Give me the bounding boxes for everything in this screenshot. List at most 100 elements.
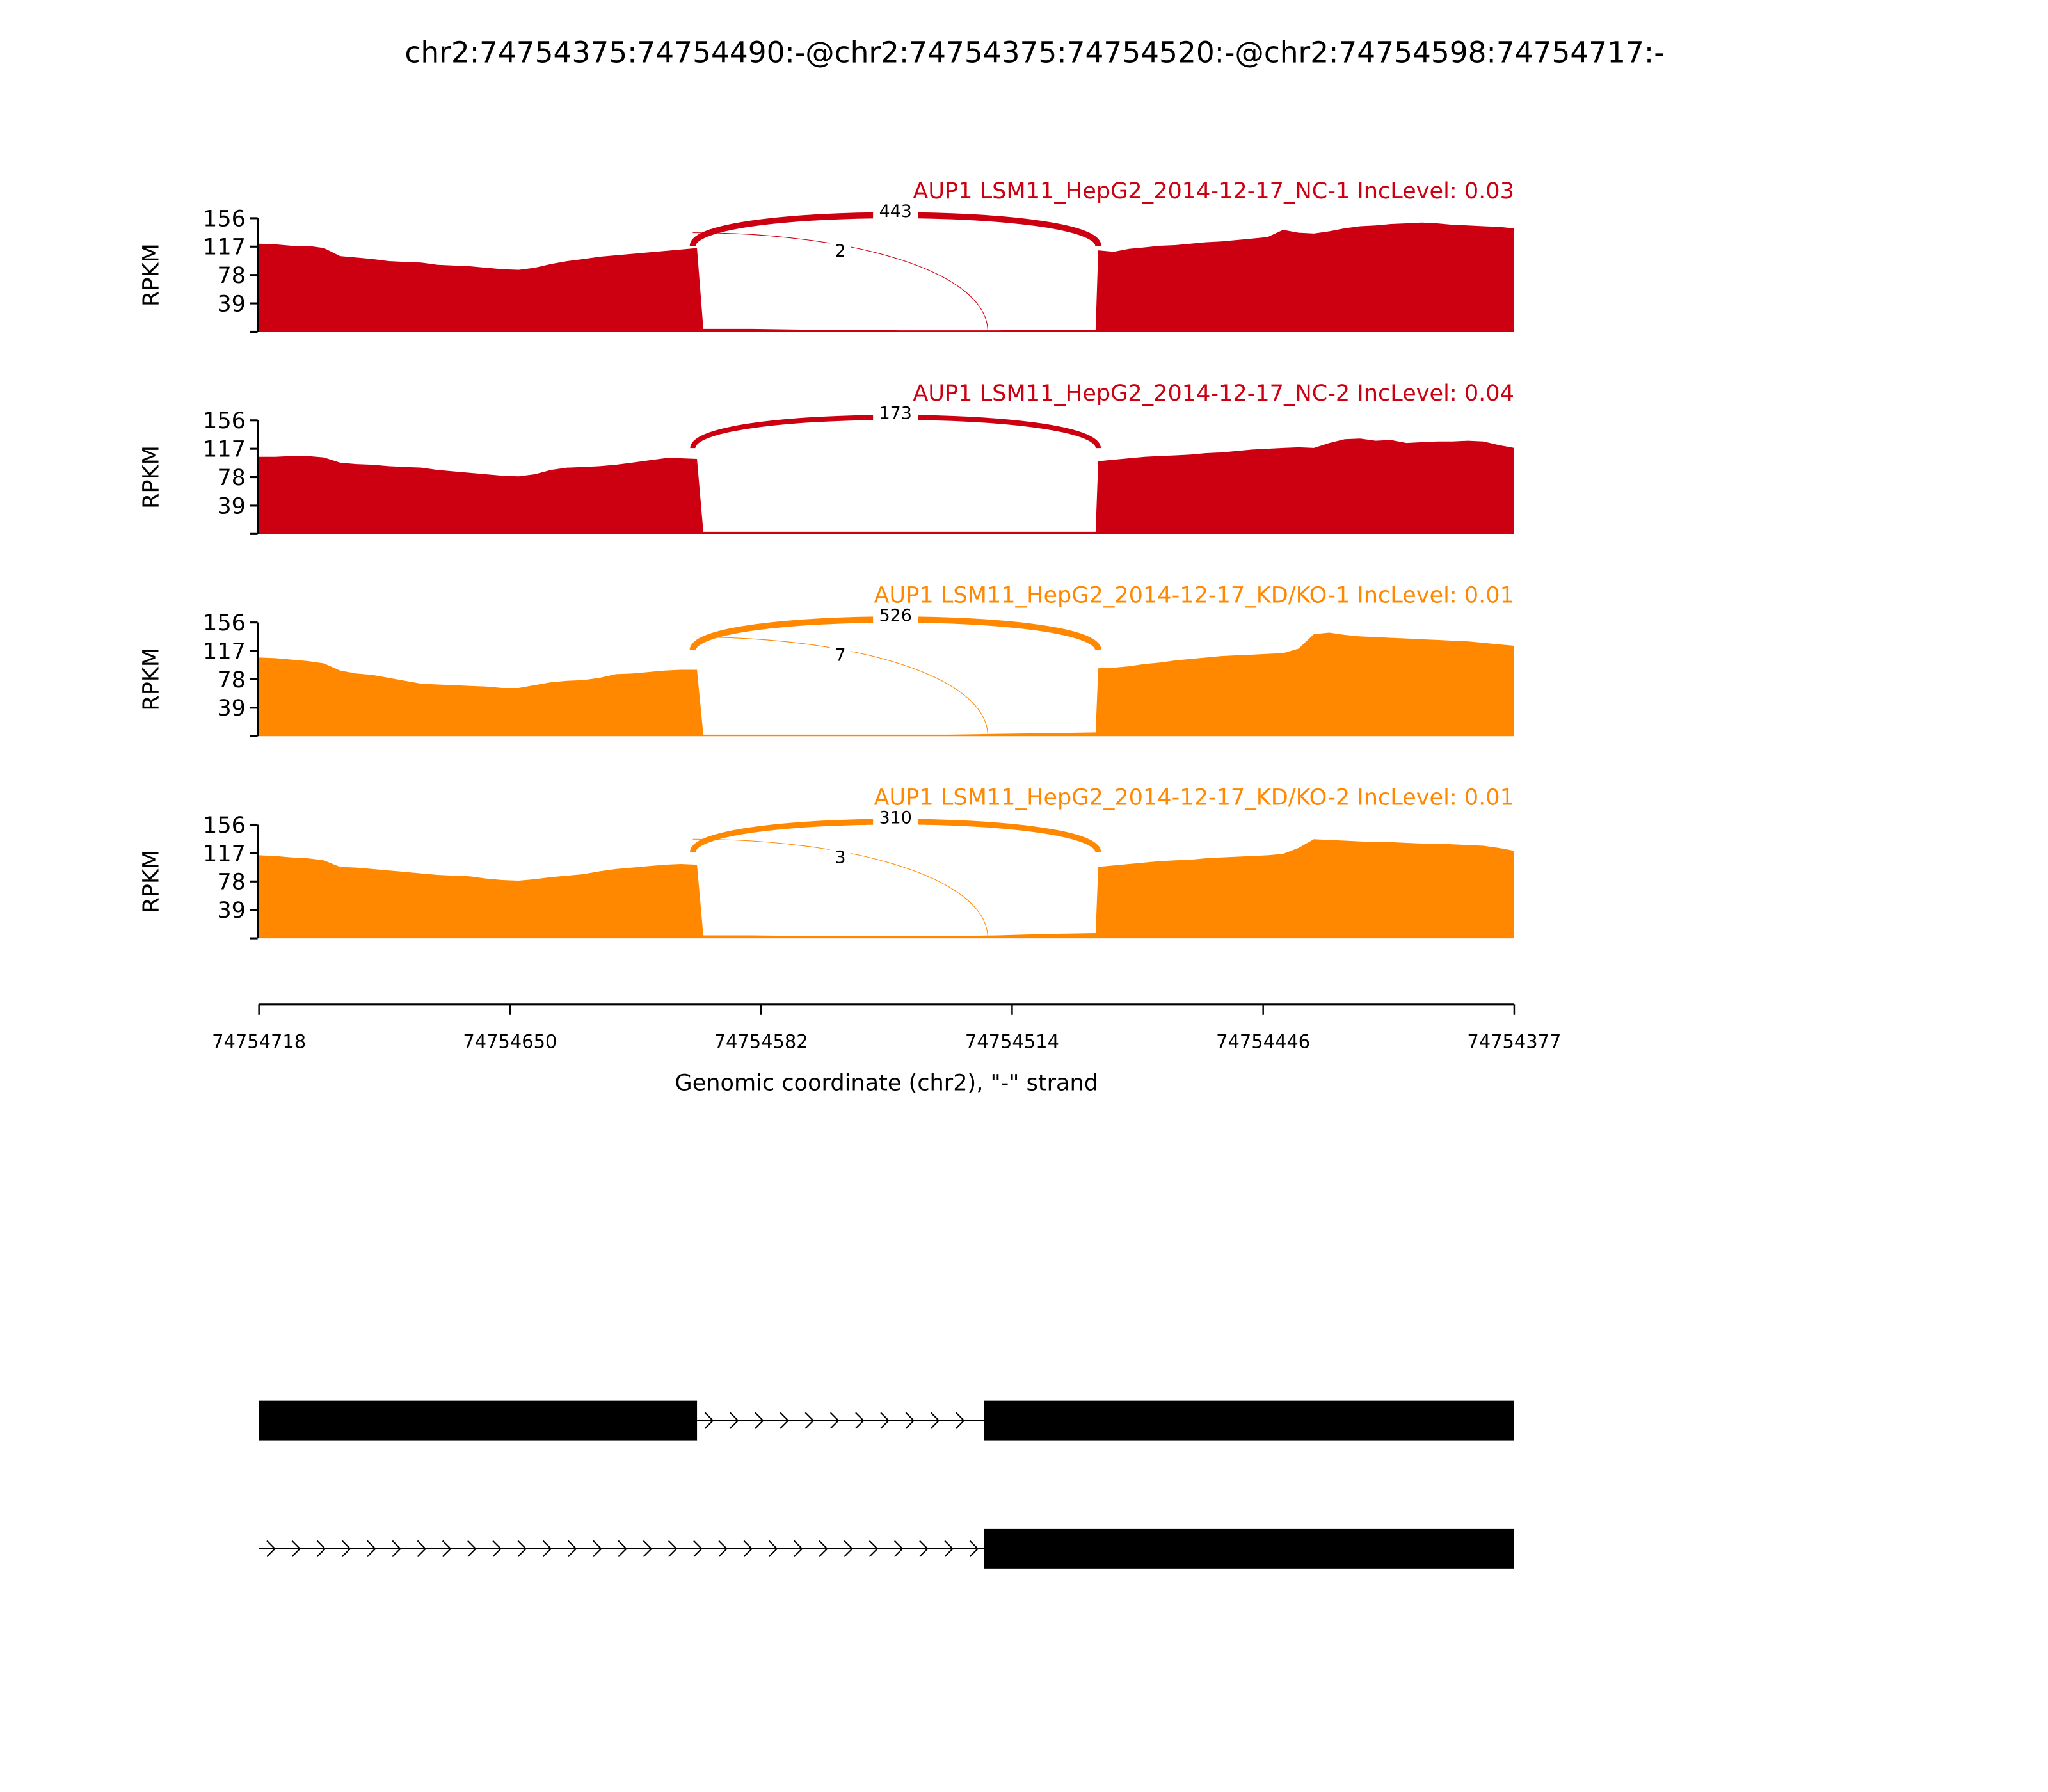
y-tick-label: 39 [217,291,246,317]
exon-block [259,1400,698,1441]
strand-arrow-icon [517,1540,527,1557]
junction-arc [692,636,988,737]
panel-title: AUP1 LSM11_HepG2_2014-12-17_KD/KO-1 IncL… [874,582,1514,609]
strand-arrow-icon [316,1540,326,1557]
junction-count: 7 [835,646,845,666]
y-tick-label: 39 [217,493,246,519]
panel-title: AUP1 LSM11_HepG2_2014-12-17_NC-1 IncLeve… [913,178,1514,204]
junction-label-bg [829,642,851,664]
strand-arrow-icon [704,1412,714,1429]
gene-model-2 [259,1528,1514,1569]
y-tick-label: 156 [203,812,246,838]
junction-arc [692,838,988,939]
y-axis-label: RPKM [138,648,164,711]
y-tick-label: 78 [217,667,246,693]
gene-models [259,1400,1514,1569]
strand-arrow-icon [693,1540,703,1557]
junction-label-bg [829,844,851,866]
strand-arrow-icon [392,1540,402,1557]
junction-label-bg [873,806,918,826]
strand-arrow-icon [780,1412,789,1429]
y-tick-label: 117 [203,436,246,463]
strand-arrow-icon [794,1540,803,1557]
junction-arc [692,232,988,332]
coverage-area [259,438,1514,534]
strand-arrow-icon [755,1412,764,1429]
x-tick-label: 74754650 [463,1030,557,1052]
coverage-area [259,839,1514,939]
strand-arrow-icon [955,1412,965,1429]
strand-arrow-icon [542,1540,552,1557]
x-axis: 74754718 74754650 74754582 74754514 74754446… [212,1003,1561,1052]
y-axis-label: RPKM [138,445,164,509]
strand-arrow-icon [417,1540,427,1557]
strand-arrow-icon [718,1540,728,1557]
x-tick-label: 74754582 [714,1030,808,1052]
strand-arrow-icon [467,1540,477,1557]
gene-model-1 [259,1400,1514,1441]
x-tick-label: 74754718 [212,1030,306,1052]
strand-arrow-icon [905,1412,915,1429]
strand-arrow-icon [743,1540,753,1557]
x-axis-label: Genomic coordinate (chr2), "-" strand [675,1069,1099,1096]
strand-arrow-icon [643,1540,653,1557]
junction-count: 526 [879,606,912,626]
exon-block [984,1400,1514,1441]
strand-arrow-icon [868,1540,879,1557]
y-tick-label: 39 [217,695,246,721]
junction-label-bg [873,200,918,220]
y-tick-label: 156 [203,610,246,636]
y-tick-label: 117 [203,234,246,260]
junction-label-bg [829,237,851,259]
strand-arrow-icon [930,1412,940,1429]
strand-arrow-icon [844,1540,854,1557]
x-tick-label: 74754377 [1467,1030,1561,1052]
strand-arrow-icon [291,1540,301,1557]
strand-arrow-icon [819,1540,828,1557]
junction-label-bg [873,401,918,422]
junction-count: 2 [835,241,845,261]
strand-arrow-icon [969,1540,979,1557]
strand-arrow-icon [855,1412,865,1429]
exon-block [984,1528,1514,1569]
y-tick-label: 78 [217,869,246,895]
chart-title: chr2:74754375:74754490:-@chr2:74754375:7… [404,35,1664,69]
junction-count: 3 [835,847,845,867]
strand-arrow-icon [668,1540,678,1557]
y-tick-label: 78 [217,465,246,491]
y-tick-label: 78 [217,262,246,289]
coverage-area [259,222,1514,332]
y-axis-label: RPKM [138,243,164,307]
y-axis-label: RPKM [138,850,164,913]
junction-count: 443 [879,202,912,221]
strand-arrow-icon [568,1540,577,1557]
y-tick-label: 117 [203,840,246,867]
y-tick-label: 117 [203,638,246,664]
strand-arrow-icon [593,1540,602,1557]
coverage-area [259,632,1514,737]
junction-count: 173 [879,404,912,424]
strand-arrow-icon [829,1412,840,1429]
panel-title: AUP1 LSM11_HepG2_2014-12-17_KD/KO-2 IncL… [874,785,1514,811]
junction-count: 310 [879,808,912,828]
strand-arrow-icon [442,1540,452,1557]
strand-arrow-icon [341,1540,351,1557]
x-tick-label: 74754514 [965,1030,1059,1052]
y-tick-label: 156 [203,408,246,434]
strand-arrow-icon [367,1540,376,1557]
strand-arrow-icon [880,1412,890,1429]
x-tick-label: 74754446 [1216,1030,1310,1052]
y-tick-label: 39 [217,897,246,924]
strand-arrow-icon [944,1540,954,1557]
strand-arrow-icon [804,1412,815,1429]
panel-title: AUP1 LSM11_HepG2_2014-12-17_NC-2 IncLeve… [913,380,1514,406]
strand-arrow-icon [618,1540,628,1557]
strand-arrow-icon [266,1540,276,1557]
strand-arrow-icon [768,1540,778,1557]
strand-arrow-icon [492,1540,502,1557]
